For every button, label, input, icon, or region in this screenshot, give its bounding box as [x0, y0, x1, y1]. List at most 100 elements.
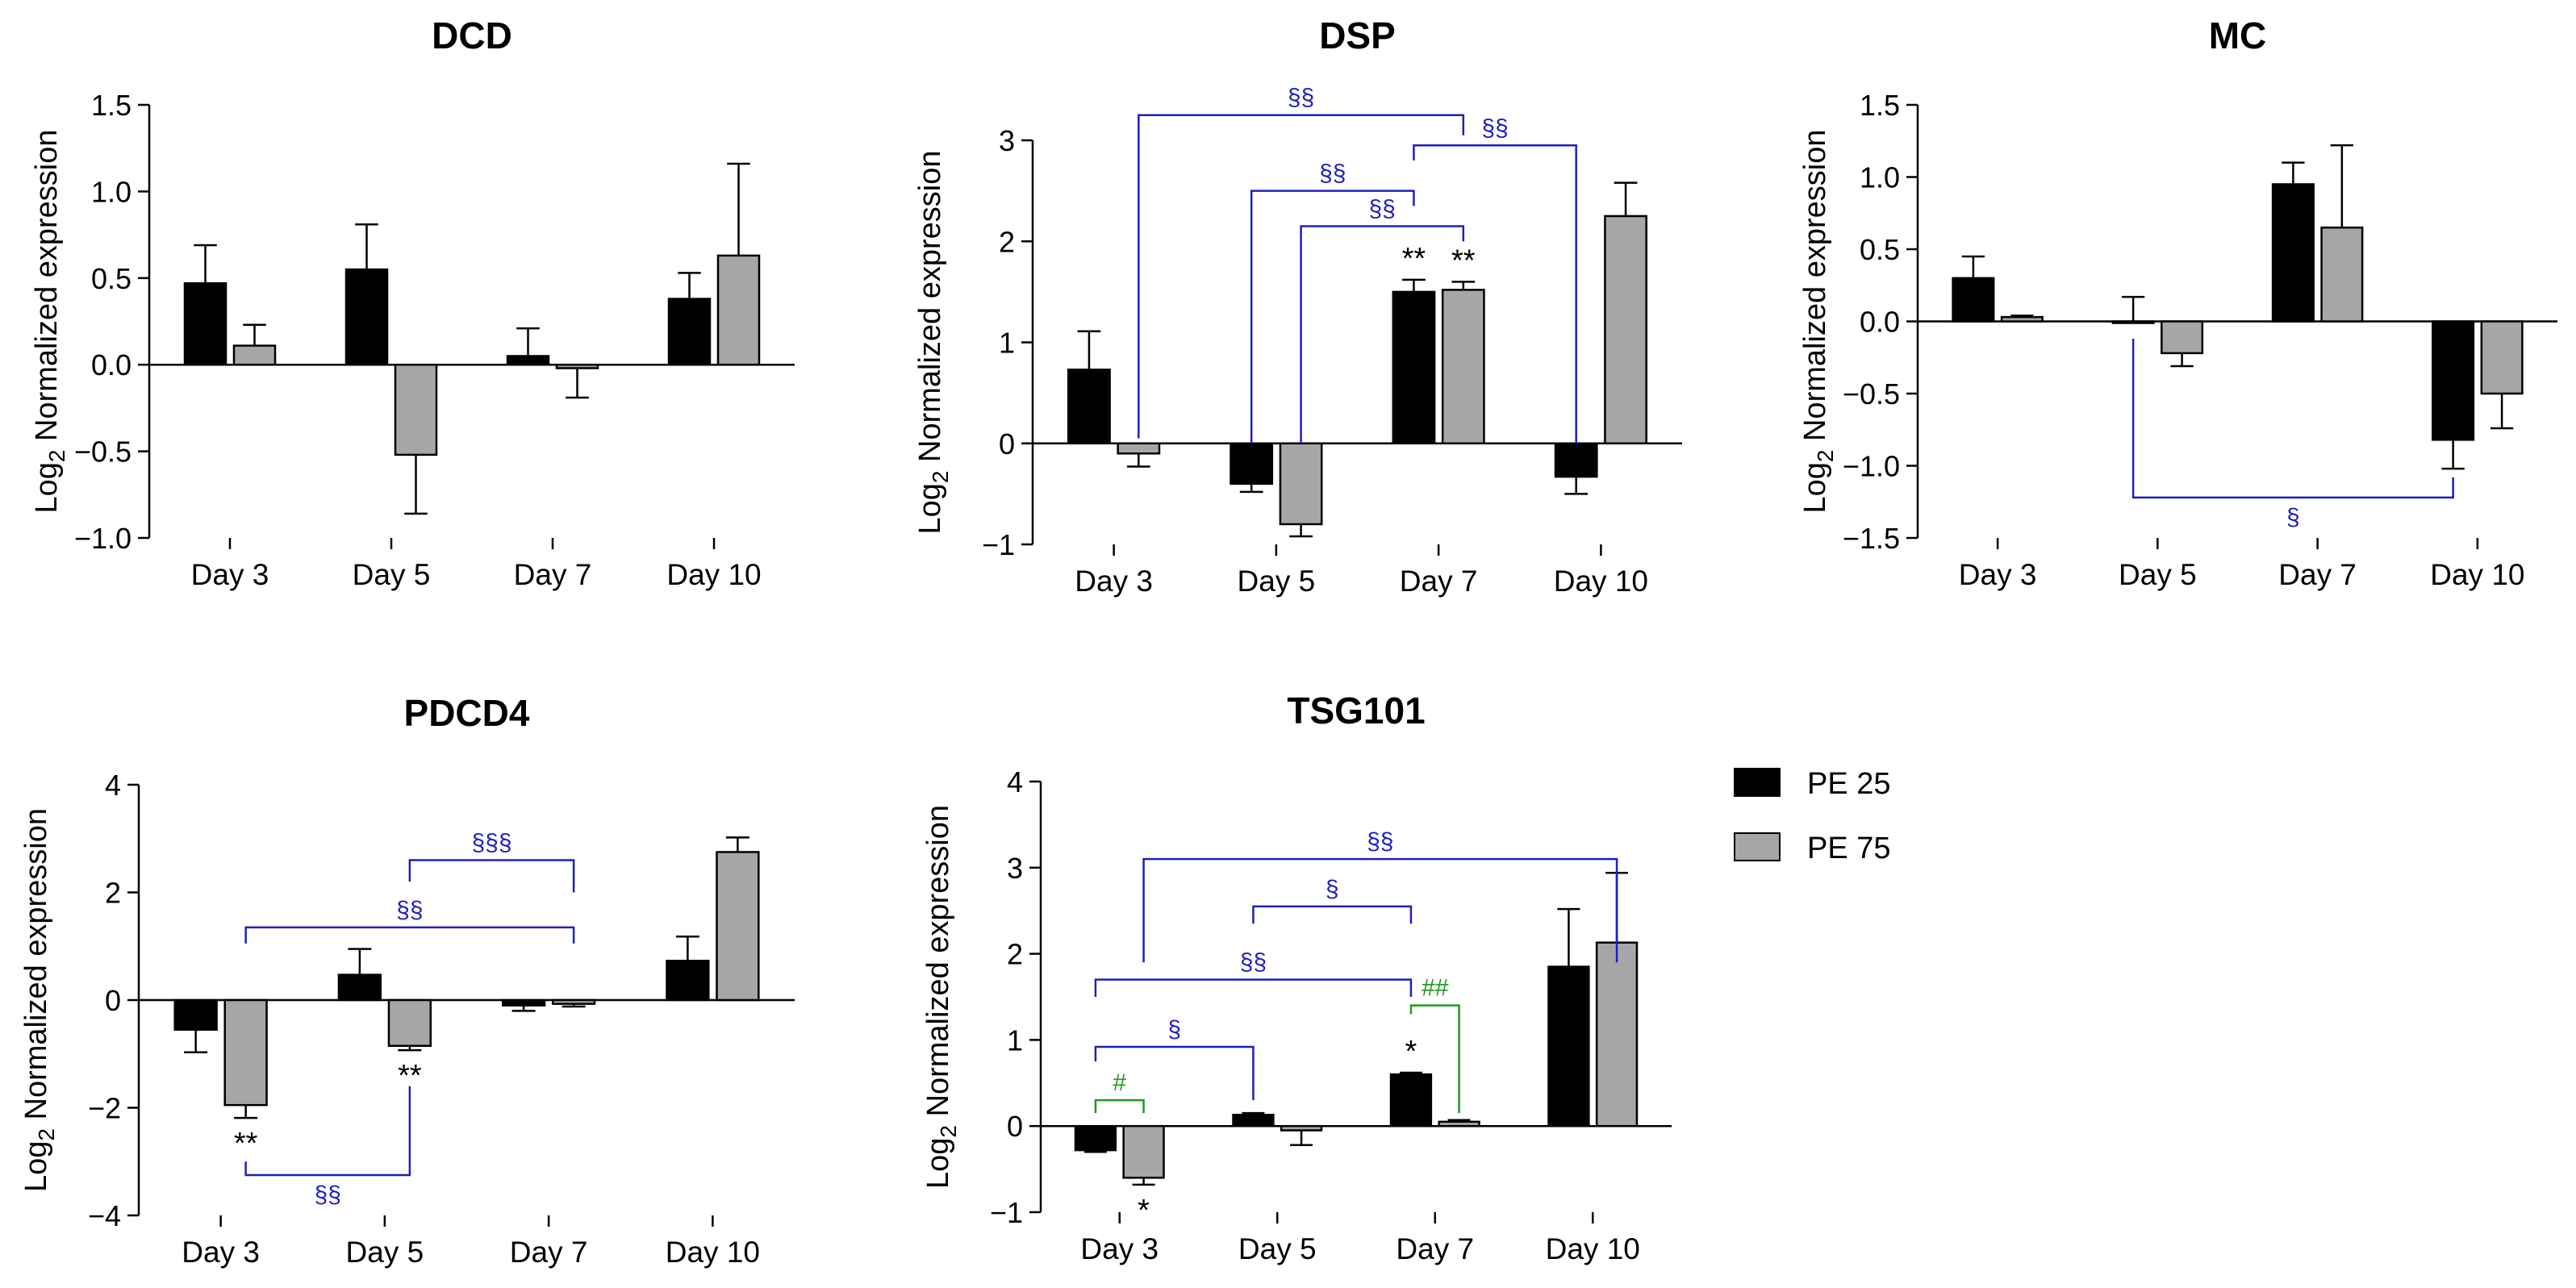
bar [1232, 1114, 1275, 1128]
y-tick-label: −0.5 [1843, 377, 1900, 411]
bar [2111, 320, 2155, 324]
x-tick-label: Day 3 [1959, 558, 2037, 591]
chart-title: DSP [1319, 15, 1396, 56]
legend-label-pe25: PE 25 [1807, 767, 1891, 801]
bar [1280, 1124, 1323, 1132]
bar [2000, 315, 2044, 323]
x-tick-label: Day 5 [1238, 1232, 1317, 1265]
y-tick-label: 3 [1007, 852, 1023, 885]
x-tick-label: Day 10 [1546, 1232, 1640, 1265]
y-tick-label: 0.5 [1860, 233, 1900, 266]
bar [1389, 1073, 1433, 1128]
chart-title: MC [2209, 15, 2267, 56]
y-tick-label: 0.0 [91, 348, 132, 381]
legend-label-pe75: PE 75 [1807, 832, 1891, 865]
bar [183, 281, 228, 366]
y-tick-label: 3 [999, 124, 1015, 157]
bar [666, 960, 710, 1002]
bar [1074, 1124, 1117, 1152]
y-tick-label: 4 [1007, 765, 1023, 798]
legend: PE 25 PE 75 [1734, 767, 1891, 865]
significance-star: ** [1451, 244, 1476, 277]
x-tick-label: Day 7 [514, 558, 592, 591]
x-tick-label: Day 3 [1080, 1232, 1159, 1265]
significance-star: * [1405, 1035, 1417, 1069]
bar [1067, 369, 1111, 445]
y-tick-label: 2 [105, 877, 121, 910]
bracket-label: § [1167, 1016, 1181, 1043]
y-tick-label: 2 [1007, 938, 1023, 971]
bracket-label: §§ [396, 897, 423, 923]
x-tick-label: Day 3 [1075, 565, 1153, 598]
legend-swatch-pe25 [1734, 768, 1781, 797]
y-tick-label: 2 [999, 225, 1015, 258]
bracket-label: §§ [1288, 85, 1314, 111]
bar [716, 254, 761, 366]
y-axis-label: Log2 Normalized expression [1798, 129, 1838, 513]
bar [1117, 442, 1161, 455]
significance-bracket [1300, 225, 1465, 444]
bar [506, 355, 550, 366]
significance-bracket [2131, 338, 2454, 499]
bracket-label: §§ [1369, 195, 1396, 222]
y-tick-label: −4 [88, 1199, 121, 1232]
chart-title: DCD [432, 15, 512, 56]
y-tick-label: −2 [88, 1092, 121, 1125]
y-axis-label: Log2 Normalized expression [19, 808, 59, 1192]
bracket-label: §§ [1481, 115, 1508, 141]
bar [2271, 183, 2315, 323]
bar [1122, 1124, 1165, 1179]
y-tick-label: 1 [1007, 1023, 1023, 1057]
significance-bracket [1138, 114, 1465, 439]
bar [394, 363, 438, 456]
bar [223, 998, 268, 1107]
significance-bracket [408, 859, 575, 893]
significance-bracket [244, 926, 575, 944]
y-tick-label: 0 [105, 984, 121, 1017]
x-tick-label: Day 3 [182, 1236, 260, 1269]
y-tick-label: 0.5 [91, 262, 132, 295]
x-tick-label: Day 10 [2430, 558, 2524, 591]
y-tick-label: −1 [990, 1196, 1023, 1229]
bracket-label: ## [1422, 975, 1449, 1002]
bar [2480, 320, 2524, 395]
bar [555, 363, 599, 369]
x-tick-label: Day 7 [2278, 558, 2357, 591]
bar [1604, 215, 1647, 444]
y-tick-label: 0 [1007, 1110, 1023, 1143]
significance-bracket [1252, 905, 1413, 924]
significance-bracket [244, 1086, 411, 1177]
significance-star: ** [1402, 242, 1426, 276]
chart-title: TSG101 [1287, 690, 1425, 732]
bar [1441, 289, 1485, 444]
bar [1230, 442, 1274, 486]
bracket-label: §§ [1319, 160, 1346, 187]
chart-dcd: DCD Log2 Normalized expression 1.5 1.0 0.5 0.… [30, 15, 795, 591]
chart-title: PDCD4 [404, 692, 530, 734]
y-tick-label: 0.0 [1860, 306, 1900, 339]
bar [173, 998, 218, 1031]
x-tick-label: Day 7 [1400, 565, 1478, 598]
bar [387, 998, 432, 1047]
bar [1952, 277, 1995, 323]
bar [344, 268, 389, 366]
bracket-label: §§ [1240, 949, 1267, 976]
chart-tsg101: TSG101 Log2 Normalized expression 4 3 2 1 0 −1 D… [921, 690, 1672, 1265]
significance-bracket [1142, 857, 1618, 963]
significance-bracket [1094, 978, 1413, 997]
bar [337, 973, 382, 1002]
significance-star: ** [234, 1127, 258, 1161]
y-tick-label: 4 [105, 769, 121, 802]
bar [501, 998, 546, 1007]
y-tick-label: −1.0 [1843, 450, 1900, 483]
significance-bracket [1094, 1045, 1255, 1101]
significance-star: * [1138, 1194, 1150, 1228]
y-tick-label: 0 [999, 427, 1015, 461]
significance-bracket [1409, 1004, 1460, 1114]
bar [716, 851, 760, 1002]
x-tick-label: Day 3 [191, 558, 269, 591]
chart-pdcd4: PDCD4 Log2 Normalized expression 4 2 0 −2 −4 Da… [19, 692, 795, 1269]
legend-swatch-pe75 [1734, 832, 1781, 861]
y-tick-label: 1 [999, 327, 1015, 360]
significance-bracket [1250, 190, 1415, 444]
